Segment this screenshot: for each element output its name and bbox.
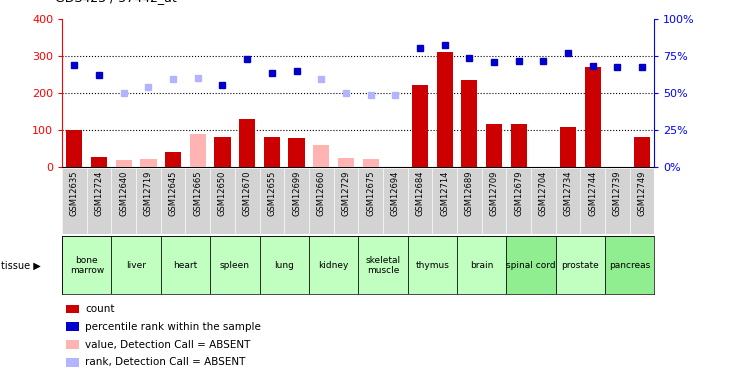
- Text: GSM12670: GSM12670: [243, 171, 251, 216]
- Bar: [412, 86, 428, 167]
- Text: brain: brain: [470, 261, 493, 270]
- Text: GSM12635: GSM12635: [70, 171, 79, 216]
- Text: spinal cord: spinal cord: [506, 261, 556, 270]
- Bar: [260, 236, 308, 294]
- Bar: [309, 236, 358, 294]
- Text: GSM12694: GSM12694: [390, 171, 400, 216]
- Text: thymus: thymus: [415, 261, 449, 270]
- Bar: [338, 158, 354, 167]
- Bar: [115, 160, 132, 167]
- Bar: [67, 358, 79, 367]
- Bar: [461, 80, 477, 167]
- Bar: [457, 236, 506, 294]
- Text: GSM12684: GSM12684: [415, 171, 425, 216]
- Text: GSM12699: GSM12699: [292, 171, 301, 216]
- Text: GSM12650: GSM12650: [218, 171, 227, 216]
- Text: GSM12640: GSM12640: [119, 171, 129, 216]
- Text: GSM12689: GSM12689: [465, 171, 474, 216]
- Text: GSM12675: GSM12675: [366, 171, 375, 216]
- Bar: [211, 236, 260, 294]
- Bar: [112, 236, 161, 294]
- Text: GSM12714: GSM12714: [440, 171, 449, 216]
- Bar: [556, 236, 605, 294]
- Bar: [62, 236, 112, 294]
- Bar: [634, 136, 650, 167]
- Bar: [510, 123, 526, 167]
- Text: GSM12744: GSM12744: [588, 171, 597, 216]
- Text: tissue ▶: tissue ▶: [1, 260, 41, 270]
- Bar: [140, 159, 156, 167]
- Text: GSM12679: GSM12679: [514, 171, 523, 216]
- Text: pancreas: pancreas: [609, 261, 650, 270]
- Bar: [67, 304, 79, 313]
- Bar: [161, 236, 211, 294]
- Text: count: count: [85, 304, 115, 314]
- Text: GSM12739: GSM12739: [613, 171, 622, 216]
- Text: GSM12724: GSM12724: [94, 171, 104, 216]
- Text: GSM12704: GSM12704: [539, 171, 548, 216]
- Bar: [239, 119, 255, 167]
- Bar: [506, 236, 556, 294]
- Text: skeletal
muscle: skeletal muscle: [366, 256, 401, 275]
- Text: GSM12645: GSM12645: [169, 171, 178, 216]
- Text: value, Detection Call = ABSENT: value, Detection Call = ABSENT: [85, 339, 250, 350]
- Bar: [408, 236, 457, 294]
- Text: GSM12660: GSM12660: [317, 171, 326, 216]
- Bar: [436, 52, 452, 167]
- Text: liver: liver: [126, 261, 146, 270]
- Bar: [67, 130, 83, 167]
- Text: percentile rank within the sample: percentile rank within the sample: [85, 322, 261, 332]
- Bar: [358, 236, 408, 294]
- Bar: [165, 152, 181, 167]
- Text: GSM12749: GSM12749: [637, 171, 646, 216]
- Text: rank, Detection Call = ABSENT: rank, Detection Call = ABSENT: [85, 357, 246, 368]
- Text: GSM12734: GSM12734: [564, 171, 572, 216]
- Text: prostate: prostate: [561, 261, 599, 270]
- Bar: [214, 136, 230, 167]
- Bar: [313, 145, 329, 167]
- Bar: [67, 322, 79, 331]
- Bar: [560, 127, 576, 167]
- Bar: [67, 340, 79, 349]
- Text: kidney: kidney: [318, 261, 349, 270]
- Text: spleen: spleen: [220, 261, 250, 270]
- Bar: [289, 138, 305, 167]
- Text: GSM12709: GSM12709: [489, 171, 499, 216]
- Text: GSM12729: GSM12729: [341, 171, 350, 216]
- Bar: [605, 236, 654, 294]
- Text: GSM12655: GSM12655: [268, 171, 276, 216]
- Text: GSM12665: GSM12665: [193, 171, 202, 216]
- Bar: [585, 67, 601, 167]
- Bar: [363, 159, 379, 167]
- Bar: [91, 156, 107, 167]
- Bar: [190, 134, 206, 167]
- Text: heart: heart: [173, 261, 197, 270]
- Bar: [264, 136, 280, 167]
- Bar: [486, 123, 502, 167]
- Text: lung: lung: [274, 261, 294, 270]
- Text: bone
marrow: bone marrow: [69, 256, 104, 275]
- Text: GDS423 / 57442_at: GDS423 / 57442_at: [55, 0, 177, 4]
- Text: GSM12719: GSM12719: [144, 171, 153, 216]
